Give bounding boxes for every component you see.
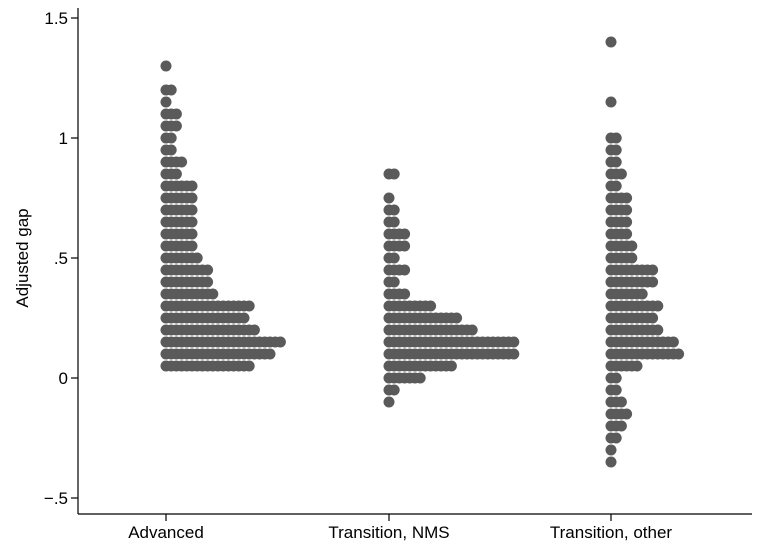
data-point	[160, 60, 172, 72]
data-point	[647, 312, 659, 324]
data-point	[383, 396, 395, 408]
data-point	[248, 324, 260, 336]
data-point	[621, 216, 633, 228]
data-point	[605, 36, 617, 48]
data-point	[388, 204, 400, 216]
data-point	[165, 84, 177, 96]
data-point	[170, 120, 182, 132]
data-point	[626, 240, 638, 252]
data-point	[445, 360, 457, 372]
data-point	[186, 228, 198, 240]
data-point	[399, 264, 411, 276]
data-point	[605, 96, 617, 108]
series-1	[383, 168, 520, 408]
data-point	[647, 276, 659, 288]
data-point	[191, 252, 203, 264]
data-point	[414, 372, 426, 384]
data-point	[621, 192, 633, 204]
data-point	[186, 204, 198, 216]
plot-area	[160, 36, 685, 468]
y-axis: −.5 0 .5 1 1.5	[44, 8, 79, 514]
data-point	[631, 360, 643, 372]
data-point	[652, 324, 664, 336]
data-point	[610, 156, 622, 168]
y-tick-label: −.5	[44, 489, 68, 508]
data-point	[399, 288, 411, 300]
data-point	[186, 192, 198, 204]
data-point	[170, 108, 182, 120]
data-point	[207, 288, 219, 300]
data-point	[610, 432, 622, 444]
data-point	[176, 156, 188, 168]
data-point	[238, 312, 250, 324]
data-point	[388, 252, 400, 264]
y-tick-label: 1	[59, 129, 68, 148]
y-tick-label: 1.5	[44, 9, 68, 28]
data-point	[388, 276, 400, 288]
x-tick-label: Transition, NMS	[328, 523, 449, 542]
y-axis-label: Adjusted gap	[13, 208, 32, 307]
data-point	[274, 336, 286, 348]
y-tick-label: .5	[54, 249, 68, 268]
data-point	[610, 180, 622, 192]
data-point	[610, 144, 622, 156]
data-point	[186, 216, 198, 228]
data-point	[399, 228, 411, 240]
data-point	[399, 240, 411, 252]
data-point	[605, 444, 617, 456]
data-point	[186, 180, 198, 192]
data-point	[202, 264, 214, 276]
data-point	[165, 132, 177, 144]
data-point	[388, 168, 400, 180]
data-point	[388, 384, 400, 396]
x-tick-label: Advanced	[128, 523, 204, 542]
y-tick-label: 0	[59, 369, 68, 388]
data-point	[605, 456, 617, 468]
data-point	[264, 348, 276, 360]
data-point	[621, 204, 633, 216]
data-point	[667, 336, 679, 348]
data-point	[626, 252, 638, 264]
data-point	[647, 264, 659, 276]
data-point	[652, 300, 664, 312]
data-point	[160, 96, 172, 108]
data-point	[636, 288, 648, 300]
data-point	[186, 240, 198, 252]
x-axis: Advanced Transition, NMS Transition, other	[78, 513, 752, 542]
data-point	[425, 300, 437, 312]
data-point	[170, 168, 182, 180]
data-point	[615, 168, 627, 180]
data-point	[165, 144, 177, 156]
data-point	[615, 396, 627, 408]
data-point	[508, 348, 520, 360]
data-point	[243, 300, 255, 312]
data-point	[451, 312, 463, 324]
data-point	[615, 420, 627, 432]
data-point	[673, 348, 685, 360]
data-point	[610, 384, 622, 396]
data-point	[466, 324, 478, 336]
x-tick-label: Transition, other	[550, 523, 673, 542]
data-point	[383, 192, 395, 204]
data-point	[508, 336, 520, 348]
data-point	[610, 372, 622, 384]
series-0	[160, 60, 286, 372]
data-point	[243, 360, 255, 372]
data-point	[621, 408, 633, 420]
data-point	[610, 132, 622, 144]
data-point	[621, 228, 633, 240]
series-2	[605, 36, 685, 468]
data-point	[202, 276, 214, 288]
data-point	[388, 216, 400, 228]
